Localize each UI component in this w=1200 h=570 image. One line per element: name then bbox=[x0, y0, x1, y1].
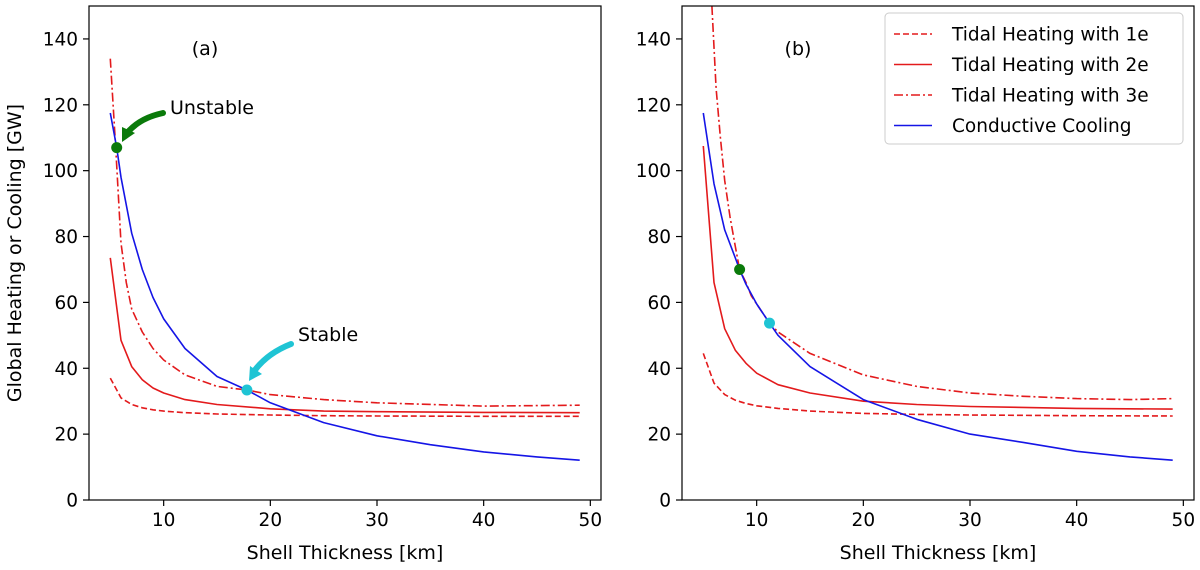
series-line-tidal-heating-with-1e bbox=[109, 377, 580, 418]
annotation-layer-a: Unstable Stable bbox=[122, 97, 358, 381]
legend-box bbox=[884, 12, 1184, 145]
unstable-arrow-head bbox=[122, 127, 135, 142]
y-tick-label: 140 bbox=[43, 29, 78, 50]
y-tick-label: 120 bbox=[43, 95, 78, 116]
x-tick-label: 50 bbox=[1172, 510, 1196, 531]
x-axis-label-a: Shell Thickness [km] bbox=[247, 542, 444, 564]
panel-label-b: (b) bbox=[785, 38, 812, 60]
y-tick-label: 0 bbox=[66, 491, 78, 512]
legend-items: Tidal Heating with 1e Tidal Heating with … bbox=[894, 25, 1149, 137]
series-line-tidal-heating-with-1e bbox=[702, 353, 1173, 417]
tick-layer-b: 10 20 30 40 50 0 20 40 60 80 100 120 140 bbox=[636, 29, 1195, 531]
x-axis-label-b: Shell Thickness [km] bbox=[840, 542, 1037, 564]
unstable-arrow-shaft bbox=[125, 110, 166, 135]
y-tick-label: 60 bbox=[647, 293, 671, 314]
x-tick-label: 10 bbox=[745, 510, 769, 531]
y-tick-label: 100 bbox=[43, 161, 78, 182]
panel-label-a: (a) bbox=[192, 38, 218, 60]
x-tick-label: 50 bbox=[579, 510, 603, 531]
y-tick-label: 40 bbox=[54, 359, 78, 380]
series-line-conductive-cooling bbox=[702, 112, 1173, 461]
legend-label: Tidal Heating with 2e bbox=[951, 55, 1149, 76]
series-line-tidal-heating-with-2e bbox=[702, 145, 1173, 410]
x-tick-label: 30 bbox=[958, 510, 982, 531]
plot-frame-a bbox=[88, 5, 602, 501]
tick-layer-a: 10 20 30 40 50 0 20 40 60 80 100 120 140 bbox=[43, 29, 602, 531]
panel-a: 10 20 30 40 50 0 20 40 60 80 100 120 140 (a) Shell T… bbox=[4, 5, 602, 564]
y-tick-label: 80 bbox=[54, 227, 78, 248]
y-tick-label: 20 bbox=[647, 425, 671, 446]
y-tick-label: 60 bbox=[54, 293, 78, 314]
x-tick-label: 40 bbox=[1065, 510, 1089, 531]
stable-arrow-head bbox=[249, 366, 262, 381]
unstable-point-marker bbox=[734, 264, 746, 275]
y-tick-label: 120 bbox=[636, 95, 671, 116]
annotation-stable: Stable bbox=[298, 324, 358, 346]
stable-arrow-shaft bbox=[252, 341, 294, 373]
marker-layer-b bbox=[734, 264, 775, 329]
marker-layer-a bbox=[111, 142, 253, 396]
y-tick-label: 140 bbox=[636, 29, 671, 50]
legend-label: Conductive Cooling bbox=[952, 116, 1132, 137]
legend-label: Tidal Heating with 1e bbox=[951, 25, 1149, 46]
legend-label: Tidal Heating with 3e bbox=[951, 86, 1149, 107]
y-tick-label: 40 bbox=[647, 359, 671, 380]
series-layer-a bbox=[109, 58, 580, 461]
series-line-tidal-heating-with-2e bbox=[109, 257, 580, 414]
series-layer-b bbox=[702, 6, 1173, 461]
x-tick-label: 20 bbox=[259, 510, 283, 531]
series-line-conductive-cooling bbox=[109, 112, 580, 461]
x-tick-label: 20 bbox=[852, 510, 876, 531]
x-tick-label: 10 bbox=[152, 510, 176, 531]
stable-point-marker bbox=[241, 384, 253, 396]
x-tick-label: 40 bbox=[472, 510, 496, 531]
plot-frame-b bbox=[681, 5, 1195, 501]
series-line-tidal-heating-with-3e bbox=[109, 58, 580, 407]
stable-point-marker bbox=[764, 317, 775, 329]
y-tick-label: 100 bbox=[636, 161, 671, 182]
unstable-point-marker bbox=[111, 142, 123, 154]
y-axis-label-a: Global Heating or Cooling [GW] bbox=[4, 104, 26, 402]
panel-b: 10 20 30 40 50 0 20 40 60 80 100 120 140 (b) Shell T… bbox=[636, 5, 1195, 564]
annotation-unstable: Unstable bbox=[170, 97, 254, 119]
y-tick-label: 0 bbox=[659, 491, 671, 512]
legend: Tidal Heating with 1e Tidal Heating with … bbox=[884, 12, 1184, 145]
y-tick-label: 80 bbox=[647, 227, 671, 248]
x-tick-label: 30 bbox=[365, 510, 389, 531]
y-tick-label: 20 bbox=[54, 425, 78, 446]
